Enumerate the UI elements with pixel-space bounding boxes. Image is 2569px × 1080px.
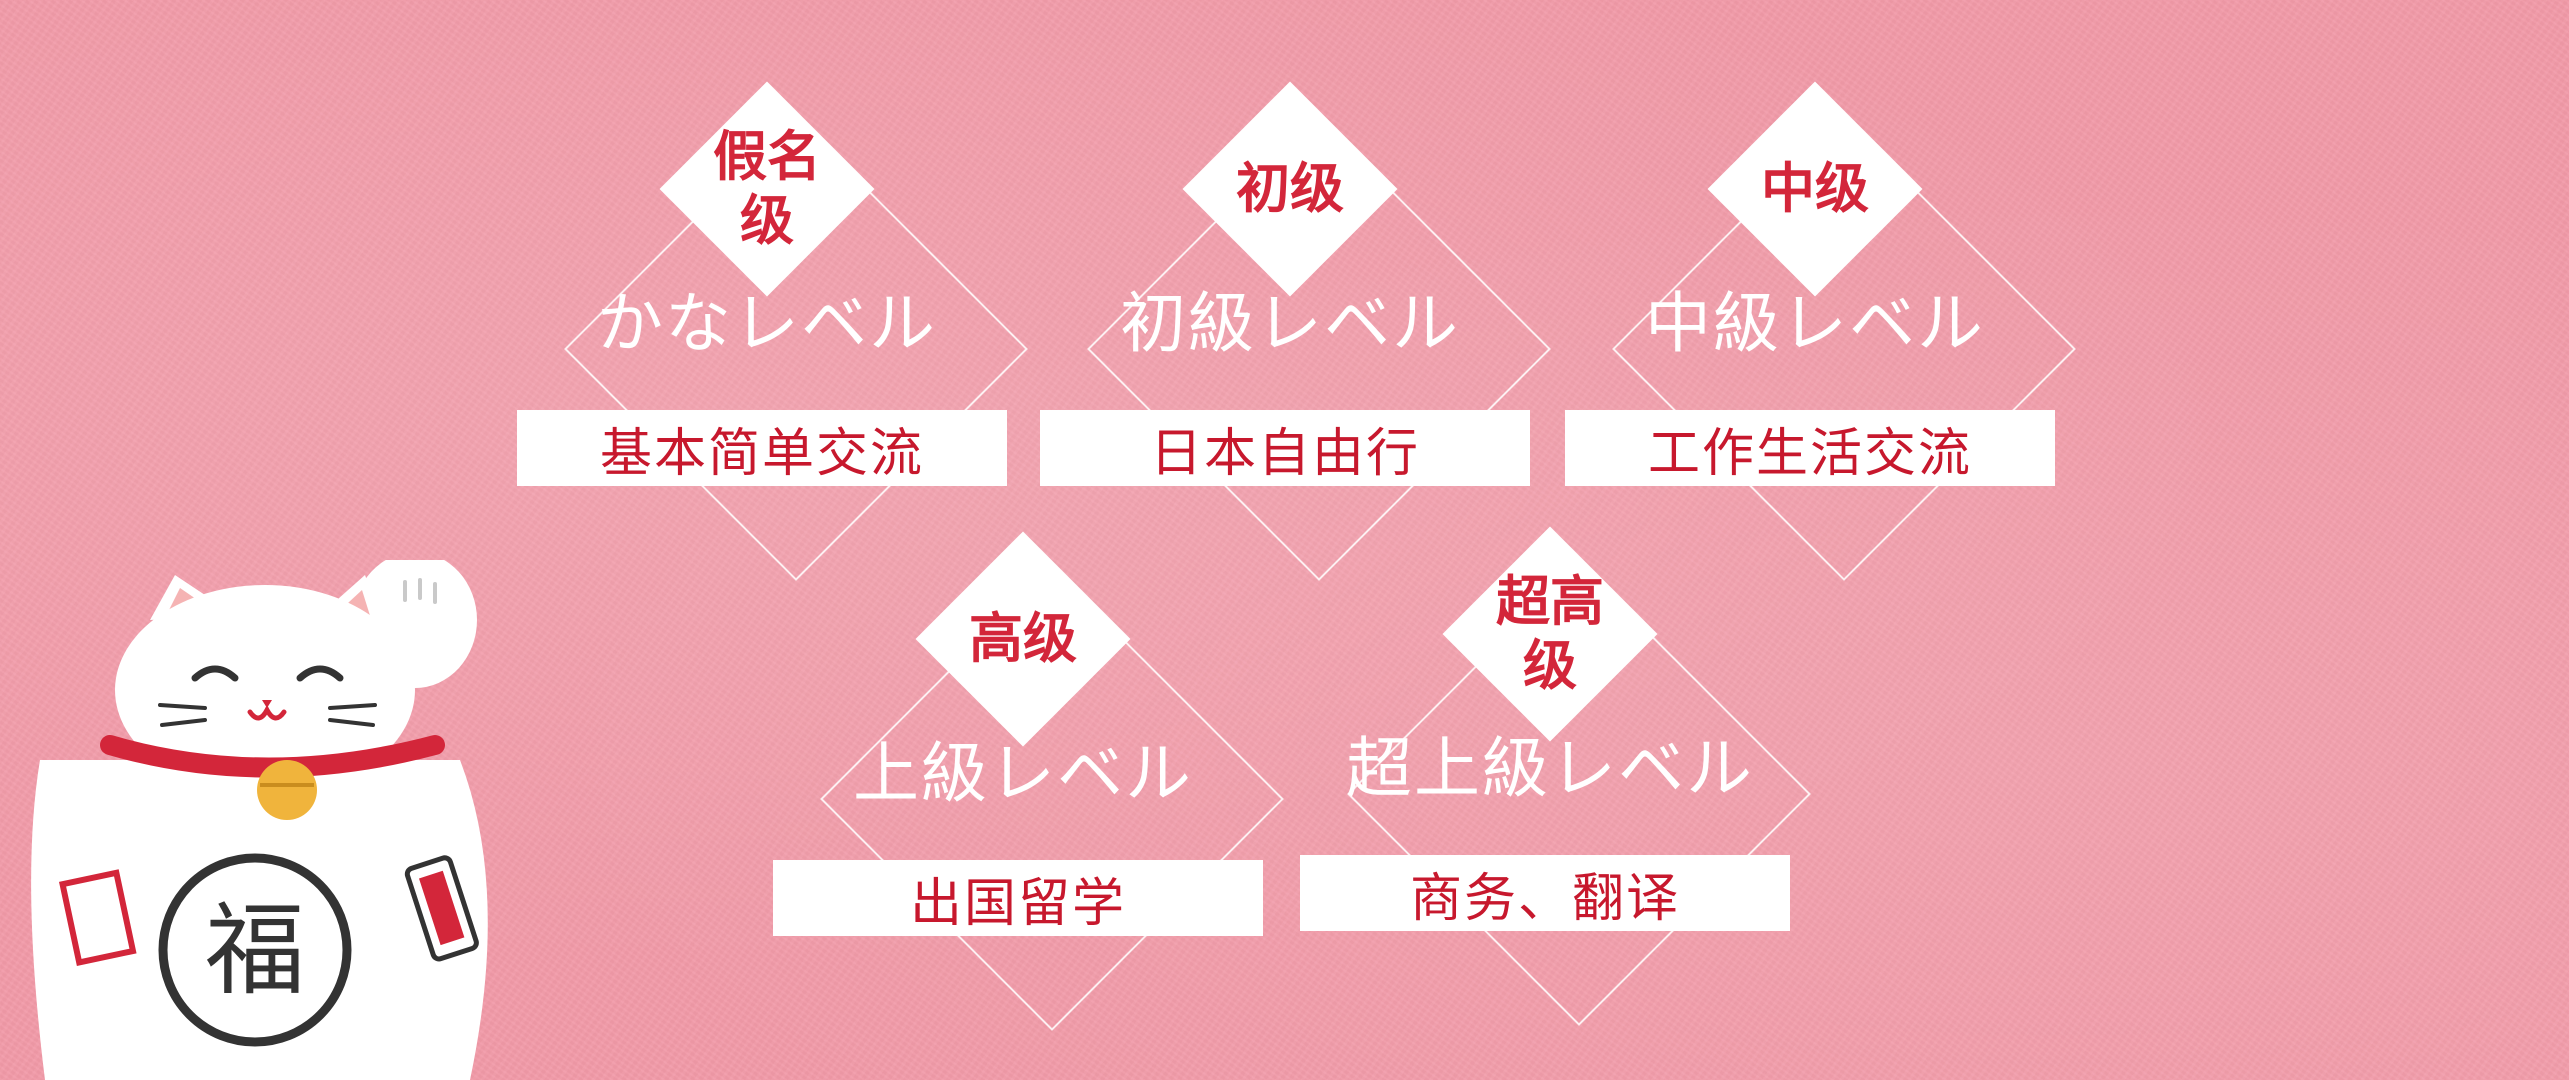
level-description: 日本自由行 [1040, 410, 1530, 486]
japanese-level-label: 上級レベル [853, 735, 1193, 812]
level-badge: 中级 [1761, 157, 1869, 220]
level-description: 出国留学 [773, 860, 1263, 936]
maneki-neko-icon: 福 [0, 552, 520, 1080]
level-badge: 假名 级 [713, 125, 821, 252]
japanese-level-label: 中級レベル [1645, 285, 1985, 362]
level-card-advanced: 高级 上級レベル 出国留学 [773, 450, 1284, 1031]
fortune-emblem-text: 福 [205, 892, 305, 1009]
level-card-intermediate: 中级 中級レベル 工作生活交流 [1565, 0, 2076, 581]
japanese-level-label: 初級レベル [1120, 285, 1460, 362]
level-card-super-advanced: 超高 级 超上級レベル 商务、翻译 [1300, 445, 1811, 1026]
level-description: 商务、翻译 [1300, 855, 1790, 931]
japanese-level-label: かなレベル [597, 285, 937, 362]
level-badge: 初级 [1236, 157, 1344, 220]
level-card-kana: 假名 级 かなレベル 基本简单交流 [517, 0, 1028, 581]
level-description: 基本简单交流 [517, 410, 1007, 486]
level-badge: 高级 [969, 607, 1077, 670]
japanese-level-label: 超上級レベル [1346, 730, 1754, 807]
level-description: 工作生活交流 [1565, 410, 2055, 486]
level-card-beginner: 初级 初級レベル 日本自由行 [1040, 0, 1551, 581]
level-badge: 超高 级 [1496, 570, 1604, 697]
